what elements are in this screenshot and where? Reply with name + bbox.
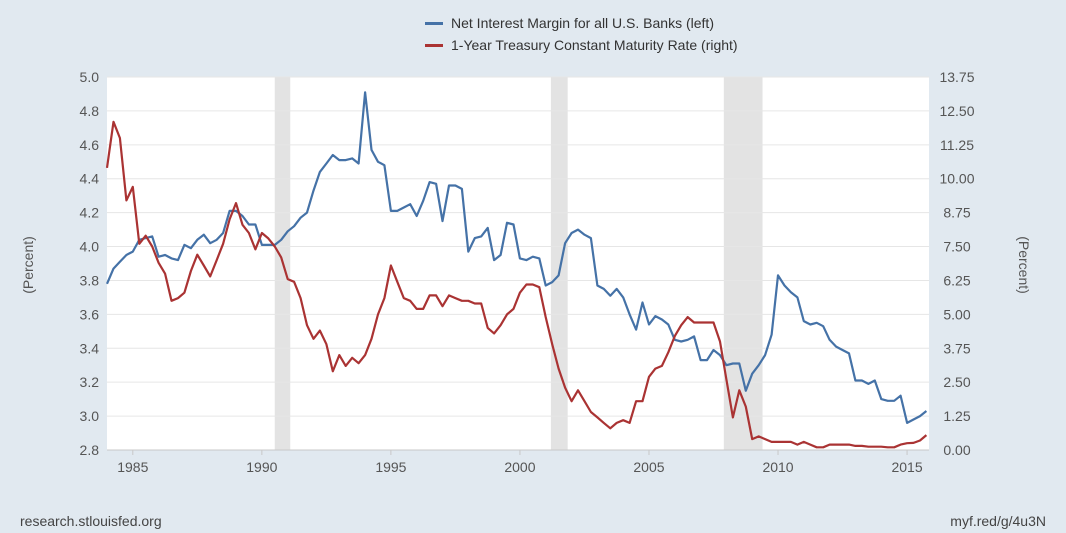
left-tick-label: 3.2: [80, 374, 100, 390]
right-tick-label: 10.00: [939, 171, 974, 187]
legend-item-treasury[interactable]: 1-Year Treasury Constant Maturity Rate (…: [425, 34, 738, 56]
left-tick-label: 2.8: [80, 442, 100, 458]
x-tick-label: 1995: [375, 459, 406, 475]
legend-item-nim[interactable]: Net Interest Margin for all U.S. Banks (…: [425, 12, 738, 34]
x-tick-label: 1985: [117, 459, 148, 475]
right-tick-label: 8.75: [943, 205, 970, 221]
right-tick-label: 6.25: [943, 272, 970, 288]
recession-shading: [274, 77, 763, 450]
recession-band-1: [550, 77, 568, 450]
left-tick-label: 4.6: [80, 137, 100, 153]
left-tick-label: 3.8: [80, 272, 100, 288]
legend-label-treasury: 1-Year Treasury Constant Maturity Rate (…: [451, 37, 738, 53]
left-tick-label: 3.6: [80, 306, 100, 322]
plot-area: [107, 77, 929, 450]
x-tick-label: 2010: [762, 459, 793, 475]
right-axis-title: (Percent): [1016, 236, 1032, 294]
series-line-treasury-rate: [105, 120, 928, 449]
recession-band-2: [723, 77, 763, 450]
short-link[interactable]: myf.red/g/4u3N: [950, 513, 1046, 529]
right-tick-label: 1.25: [943, 408, 970, 424]
right-tick-label: 12.50: [939, 103, 974, 119]
x-tick-label: 2000: [504, 459, 535, 475]
left-axis-title: (Percent): [20, 236, 36, 294]
series-lines: [105, 91, 928, 449]
left-tick-label: 4.8: [80, 103, 100, 119]
legend-label-nim: Net Interest Margin for all U.S. Banks (…: [451, 15, 714, 31]
left-tick-label: 3.0: [80, 408, 100, 424]
right-tick-label: 0.00: [943, 442, 970, 458]
x-tick-label: 2015: [891, 459, 922, 475]
left-tick-label: 4.4: [80, 171, 100, 187]
left-tick-label: 4.0: [80, 239, 100, 255]
legend: Net Interest Margin for all U.S. Banks (…: [425, 12, 738, 56]
right-tick-label: 7.50: [943, 239, 970, 255]
x-axis-tick-labels: 1985 1990 1995 2000 2005 2010 2015: [117, 450, 923, 475]
left-tick-label: 4.2: [80, 205, 100, 221]
right-tick-label: 3.75: [943, 340, 970, 356]
x-tick-label: 1990: [246, 459, 277, 475]
left-axis-tick-labels: 2.8 3.0 3.2 3.4 3.6 3.8 4.0 4.2 4.4 4.6 4.8 5.0: [80, 69, 100, 458]
source-link[interactable]: research.stlouisfed.org: [20, 513, 162, 529]
left-tick-label: 3.4: [80, 340, 100, 356]
legend-swatch-treasury: [425, 43, 443, 47]
right-tick-label: 13.75: [939, 69, 974, 85]
x-tick-label: 2005: [633, 459, 664, 475]
left-tick-label: 5.0: [80, 69, 100, 85]
legend-swatch-nim: [425, 21, 443, 25]
right-axis-tick-labels: 0.00 1.25 2.50 3.75 5.00 6.25 7.50 8.75 10.00 11.…: [939, 69, 974, 458]
right-tick-label: 2.50: [943, 374, 970, 390]
series-line-net-interest-margin: [105, 91, 928, 424]
right-tick-label: 11.25: [940, 137, 974, 153]
right-tick-label: 5.00: [943, 306, 970, 322]
